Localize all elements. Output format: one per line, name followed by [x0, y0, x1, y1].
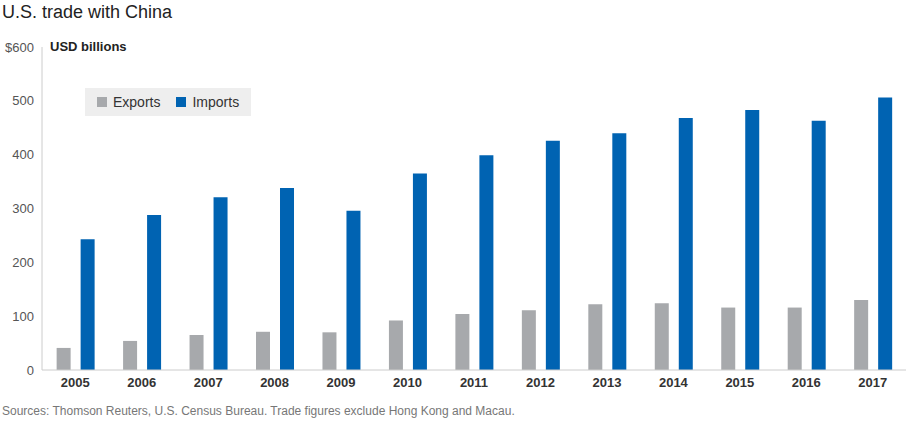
html-text:Imports: Imports [192, 94, 240, 110]
svg-text:2011: 2011 [460, 375, 488, 390]
svg-text:2006: 2006 [127, 375, 156, 390]
svg-text:2015: 2015 [725, 375, 754, 390]
svg-text:2005: 2005 [61, 375, 90, 390]
svg-text:2008: 2008 [260, 375, 289, 390]
svg-text:2007: 2007 [194, 375, 223, 390]
svg-text:2013: 2013 [592, 375, 621, 390]
svg-text:200: 200 [12, 255, 34, 270]
svg-text:500: 500 [12, 93, 34, 108]
svg-text:2014: 2014 [659, 375, 689, 390]
svg-text:$600: $600 [8, 40, 34, 55]
svg-text:2016: 2016 [792, 375, 821, 390]
svg-text:0: 0 [27, 363, 34, 378]
svg-text:2009: 2009 [327, 375, 356, 390]
svg-text:100: 100 [12, 309, 34, 324]
svg-text:400: 400 [12, 147, 34, 162]
html-text:USD billions: USD billions [50, 39, 127, 54]
svg-text:2017: 2017 [858, 375, 887, 390]
html-text:Exports: Exports [113, 94, 161, 110]
html-text:U.S. trade with China: U.S. trade with China [2, 2, 173, 22]
html-text:Sources: Thomson Reuters, U.S.: Sources: Thomson Reuters, U.S. Census Bu… [2, 404, 515, 418]
svg-text:2010: 2010 [393, 375, 422, 390]
svg-text:300: 300 [12, 201, 34, 216]
svg-text:2012: 2012 [526, 375, 555, 390]
